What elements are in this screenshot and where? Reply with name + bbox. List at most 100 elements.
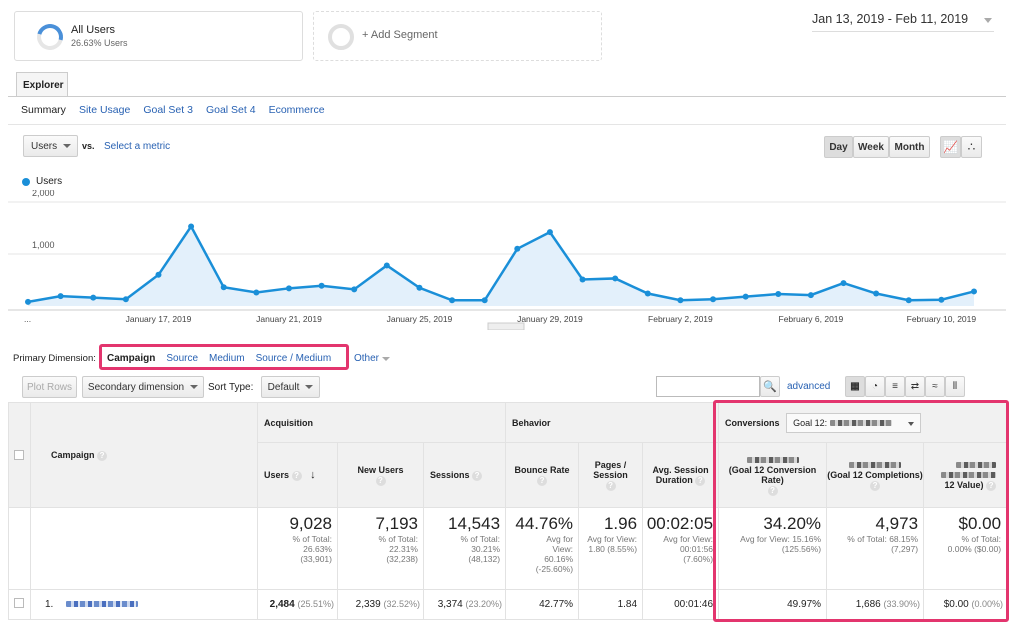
metric-select[interactable]: Users (23, 135, 78, 157)
date-range[interactable]: Jan 13, 2019 - Feb 11, 2019 (812, 12, 994, 32)
series-line-users (27, 224, 975, 304)
day-button[interactable]: Day (824, 136, 853, 158)
total-completions-value: 4,973 (875, 514, 919, 533)
redacted-goal-name (829, 420, 892, 427)
total-users: 9,028% of Total: 26.63% (33,901) (257, 507, 338, 590)
total-bounce-rate-sub: Avg for View: 60.16% (-25.60%) (535, 534, 574, 574)
row-checkbox[interactable] (14, 598, 24, 608)
pie-view-icon[interactable]: ◔ (865, 376, 885, 397)
total-sessions-value: 14,543 (448, 514, 501, 533)
row-conv-rate: 49.97% (718, 589, 828, 620)
metric-select-value: Users (31, 140, 58, 152)
row-value-pct: (0.00%) (971, 599, 1004, 609)
month-button[interactable]: Month (889, 136, 930, 158)
line-chart-icon[interactable]: 📈 (940, 136, 961, 158)
data-point (873, 290, 880, 297)
total-conv-rate-value: 34.20% (763, 514, 822, 533)
row-completions-value: 1,686 (855, 599, 881, 610)
data-point (351, 286, 358, 293)
goal-select[interactable]: Goal 12: (786, 412, 922, 433)
data-point (677, 297, 684, 304)
data-point (285, 285, 292, 292)
conv-rate-column-header[interactable]: (Goal 12 Conversion Rate)? (718, 442, 828, 508)
pivot-view-icon[interactable]: ⫴ (945, 376, 965, 397)
chevron-down-icon (190, 385, 199, 389)
completions-column-label: (Goal 12 Completions) (827, 469, 923, 480)
sessions-column-header[interactable]: Sessions ? (422, 442, 507, 508)
help-icon: ? (375, 475, 386, 486)
tab-explorer[interactable]: Explorer (16, 72, 68, 96)
completions-column-header[interactable]: (Goal 12 Completions)? (826, 442, 925, 508)
chevron-down-icon (382, 357, 391, 361)
select-metric-link[interactable]: Select a metric (104, 141, 171, 152)
total-value-sub: % of Total: 0.00% ($0.00) (947, 534, 1002, 554)
subtab-ecommerce[interactable]: Ecommerce (268, 104, 325, 116)
motion-chart-icon[interactable]: ∴ (961, 136, 982, 158)
dimension-source-medium[interactable]: Source / Medium (255, 353, 332, 364)
dimension-other[interactable]: Other (354, 353, 391, 364)
subtab-goal-set-4[interactable]: Goal Set 4 (205, 104, 256, 116)
chart-type-group: 📈 ∴ (940, 136, 982, 158)
goal-select-label: Goal 12: (793, 417, 828, 428)
primary-dimension-label: Primary Dimension: (13, 353, 96, 364)
secondary-dimension-select[interactable]: Secondary dimension (82, 376, 204, 398)
dimension-medium[interactable]: Medium (209, 353, 245, 364)
table-search-input[interactable] (656, 376, 760, 397)
subtab-goal-set-3[interactable]: Goal Set 3 (143, 104, 193, 116)
table-view-icon[interactable]: ▦ (845, 376, 865, 397)
dimension-source[interactable]: Source (166, 353, 199, 364)
help-icon: ? (605, 480, 616, 491)
row-campaign[interactable]: 1. (30, 589, 258, 620)
x-tick-label: ... (24, 314, 31, 324)
term-cloud-view-icon[interactable]: ≈ (925, 376, 945, 397)
subtab-site-usage[interactable]: Site Usage (78, 104, 131, 116)
total-avg-session-value: 00:02:05 (646, 514, 714, 533)
total-new-users-sub: % of Total: 22.31% (32,238) (378, 534, 418, 564)
data-point (971, 288, 977, 295)
subtab-divider (8, 124, 1006, 125)
chevron-down-icon (305, 385, 314, 389)
advanced-link[interactable]: advanced (787, 381, 831, 392)
week-button[interactable]: Week (853, 136, 889, 158)
avg-session-column-header[interactable]: Avg. Session Duration ? (642, 442, 720, 508)
comparison-view-icon[interactable]: ⇄ (905, 376, 925, 397)
sort-type-select[interactable]: Default (261, 376, 320, 398)
performance-view-icon[interactable]: ≡ (885, 376, 905, 397)
subtab-summary[interactable]: Summary (21, 104, 66, 116)
new-users-column-header[interactable]: New Users? (337, 442, 424, 508)
segment-all-users[interactable]: All Users 26.63% Users (14, 11, 303, 61)
data-point (253, 289, 260, 296)
conversions-header: Conversions Goal 12: (718, 402, 1008, 443)
add-segment[interactable]: + Add Segment (313, 11, 602, 61)
users-column-header[interactable]: Users ? ↓ (257, 442, 338, 508)
data-point (546, 229, 553, 236)
bounce-rate-column-header[interactable]: Bounce Rate? (505, 442, 580, 508)
campaign-header[interactable]: Campaign ? (30, 402, 258, 508)
row-users-value: 2,484 (269, 599, 295, 610)
dimension-campaign[interactable]: Campaign (107, 353, 156, 364)
search-button[interactable]: 🔍 (760, 376, 780, 397)
sort-type-label: Sort Type: (208, 382, 254, 393)
total-users-value: 9,028 (289, 514, 332, 533)
series-area-users (28, 226, 974, 306)
data-point (188, 223, 195, 230)
total-new-users: 7,193% of Total: 22.31% (32,238) (337, 507, 424, 590)
data-point (710, 296, 717, 303)
date-range-text: Jan 13, 2019 - Feb 11, 2019 (812, 12, 969, 26)
data-point (612, 275, 619, 282)
chart-resize-handle (487, 322, 525, 330)
select-all-cell (8, 402, 31, 508)
data-point (644, 290, 651, 297)
segment-ring-icon (32, 19, 68, 55)
plot-rows-button[interactable]: Plot Rows (22, 376, 77, 398)
new-users-column-label: New Users (357, 464, 404, 475)
total-avg-session: 00:02:05 Avg for View: 00:01:56 (7.60%) (642, 507, 720, 590)
add-segment-ring-icon (328, 24, 354, 50)
redacted-campaign-name (66, 601, 139, 608)
select-all-checkbox[interactable] (14, 450, 24, 460)
value-column-label: 12 Value) (944, 479, 984, 490)
row-new-users-value: 2,339 (355, 599, 381, 610)
pages-session-column-header[interactable]: Pages / Session? (578, 442, 644, 508)
value-column-header[interactable]: 12 Value) ? (923, 442, 1008, 508)
row-checkbox-cell (8, 589, 31, 620)
